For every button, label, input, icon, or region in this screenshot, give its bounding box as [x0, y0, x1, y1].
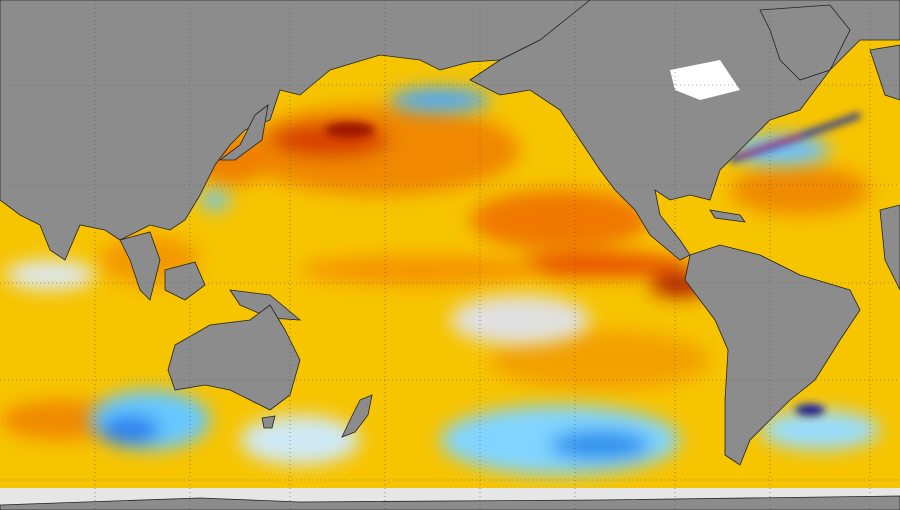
japan: [218, 104, 269, 161]
greenland: [759, 4, 851, 81]
europe: [869, 44, 900, 101]
anomaly-cool: [5, 88, 880, 475]
australia: [167, 304, 301, 411]
new-zealand: [341, 394, 373, 438]
indochina: [119, 231, 161, 301]
antarctica: [0, 495, 900, 510]
borneo: [164, 261, 206, 301]
arctic-ice: [670, 60, 740, 100]
africa: [879, 204, 900, 291]
new-guinea: [229, 289, 302, 321]
cuba: [709, 209, 746, 223]
tasmania: [261, 415, 276, 429]
asia: [0, 0, 591, 261]
